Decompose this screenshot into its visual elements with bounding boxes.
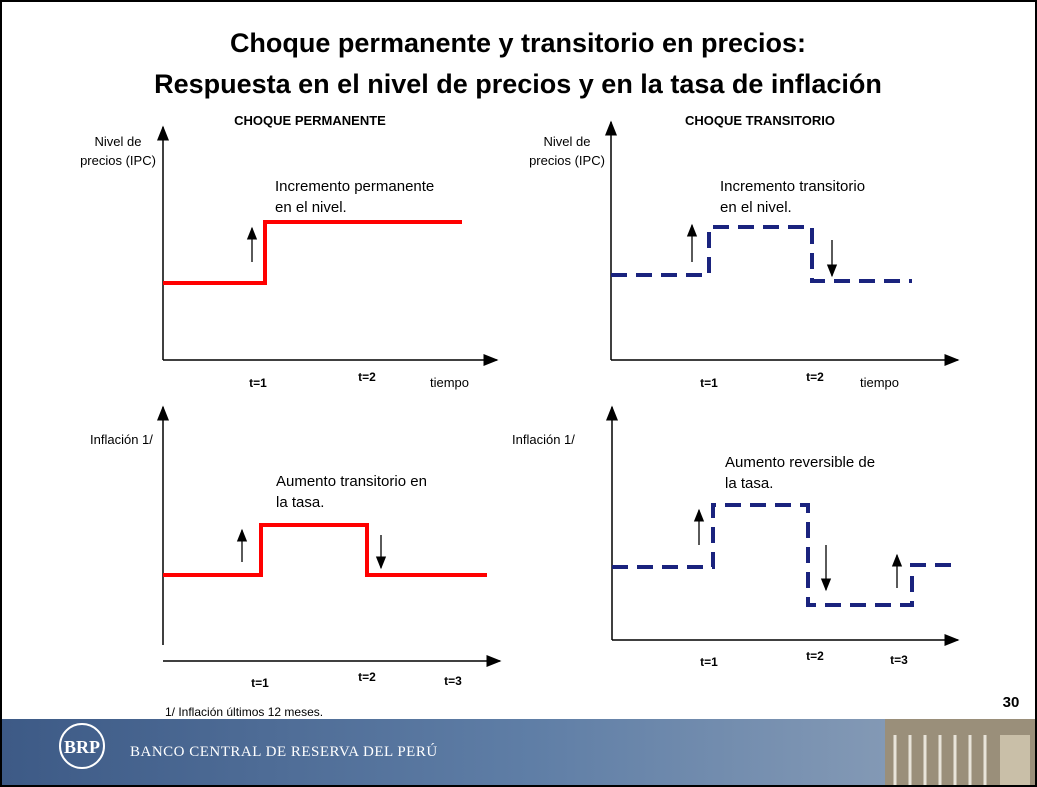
x-label: t=1	[249, 376, 267, 390]
inflation-line	[163, 523, 487, 577]
annotation: la tasa.	[276, 494, 324, 511]
photo-bars	[893, 735, 987, 785]
photo-building	[1000, 735, 1030, 785]
x-label: tiempo	[860, 375, 899, 390]
panel-header: CHOQUE TRANSITORIO	[685, 113, 835, 128]
annotation: Aumento reversible de	[725, 454, 875, 471]
logo-mark: BRP	[64, 737, 100, 757]
annotation: en el nivel.	[275, 199, 347, 216]
annotation: Incremento transitorio	[720, 178, 865, 195]
y-label: Nivel de	[544, 134, 591, 149]
annotation: en el nivel.	[720, 199, 792, 216]
annotation: la tasa.	[725, 475, 773, 492]
y-label: Nivel de	[95, 134, 142, 149]
y-label: precios (IPC)	[529, 153, 605, 168]
x-label: t=3	[444, 674, 462, 688]
x-label: tiempo	[430, 375, 469, 390]
y-label: Inflación 1/	[90, 432, 153, 447]
title-line: Choque permanente y transitorio en preci…	[230, 28, 806, 58]
panel: Inflación 1/ Aumento transitorio en la t…	[90, 405, 502, 690]
inflation-line	[612, 503, 958, 607]
panel: CHOQUE PERMANENTE Nivel de precios (IPC)…	[80, 113, 499, 390]
panel: CHOQUE TRANSITORIO Nivel de precios (IPC…	[529, 113, 960, 390]
x-label: t=3	[890, 653, 908, 667]
y-label: precios (IPC)	[80, 153, 156, 168]
x-label: t=2	[806, 649, 824, 663]
x-label: t=1	[700, 655, 718, 669]
logo	[59, 723, 105, 769]
y-label: Inflación 1/	[512, 432, 575, 447]
page-number: 30	[1003, 694, 1020, 711]
annotation: Incremento permanente	[275, 178, 434, 195]
price-line	[163, 220, 462, 285]
panel: Inflación 1/ Aumento reversible de la ta…	[512, 405, 960, 669]
footer-band	[2, 719, 885, 785]
x-label: t=1	[700, 376, 718, 390]
bank-name: BANCO CENTRAL DE RESERVA DEL PERÚ	[130, 743, 438, 760]
x-label: t=2	[806, 370, 824, 384]
price-line	[611, 225, 912, 283]
footer: BRP BANCO CENTRAL DE RESERVA DEL PERÚ	[2, 719, 1035, 785]
x-label: t=2	[358, 370, 376, 384]
x-label: t=1	[251, 676, 269, 690]
title-line: Respuesta en el nivel de precios y en la…	[154, 69, 882, 99]
x-label: t=2	[358, 670, 376, 684]
annotation: Aumento transitorio en	[276, 473, 427, 490]
footnote: 1/ Inflación últimos 12 meses.	[165, 705, 323, 719]
panel-header: CHOQUE PERMANENTE	[234, 113, 386, 128]
